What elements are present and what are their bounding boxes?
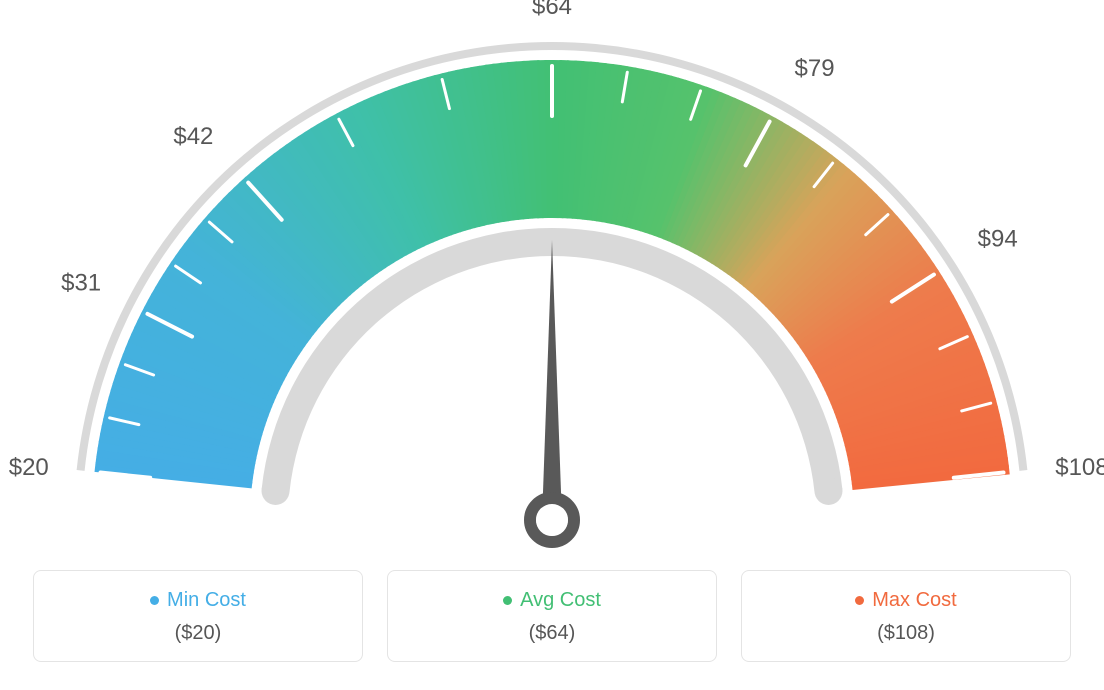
gauge-svg: $20 $31 $42 $64 $79 $94 $108 [0,0,1104,560]
legend-title-min: Min Cost [150,589,246,612]
legend-label-min: Min Cost [167,589,246,612]
svg-text:$31: $31 [61,269,101,296]
legend-title-avg: Avg Cost [503,589,601,612]
legend-card-avg: Avg Cost ($64) [387,570,717,662]
legend-value-avg: ($64) [400,622,704,645]
legend-label-avg: Avg Cost [520,589,601,612]
legend-value-max: ($108) [754,622,1058,645]
svg-text:$64: $64 [532,0,572,20]
svg-text:$20: $20 [9,454,49,481]
legend-value-min: ($20) [46,622,350,645]
svg-text:$42: $42 [173,123,213,150]
legend-dot-min [150,596,159,605]
gauge-chart: $20 $31 $42 $64 $79 $94 $108 [0,0,1104,560]
svg-text:$108: $108 [1055,454,1104,481]
legend-row: Min Cost ($20) Avg Cost ($64) Max Cost (… [0,570,1104,662]
legend-label-max: Max Cost [872,589,956,612]
legend-card-max: Max Cost ($108) [741,570,1071,662]
legend-card-min: Min Cost ($20) [33,570,363,662]
svg-text:$94: $94 [978,225,1018,252]
legend-dot-max [855,596,864,605]
legend-dot-avg [503,596,512,605]
svg-text:$79: $79 [795,55,835,82]
legend-title-max: Max Cost [855,589,956,612]
